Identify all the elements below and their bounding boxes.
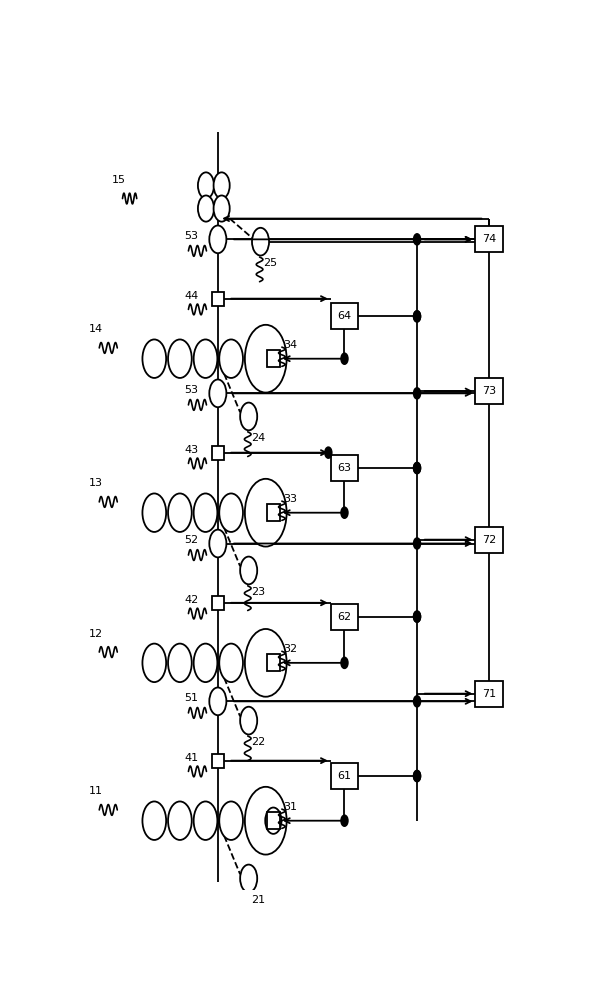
Bar (212, 596, 223, 610)
Circle shape (414, 771, 420, 781)
Text: 42: 42 (185, 595, 199, 605)
Circle shape (240, 557, 257, 584)
Bar (330, 455, 358, 481)
Circle shape (414, 388, 420, 399)
Circle shape (209, 530, 226, 557)
Text: 74: 74 (482, 234, 496, 244)
Circle shape (414, 463, 420, 473)
Bar (476, 527, 503, 553)
Circle shape (193, 493, 217, 532)
Text: 24: 24 (251, 433, 265, 443)
Text: 53: 53 (185, 231, 199, 241)
Circle shape (143, 801, 166, 840)
Circle shape (341, 507, 348, 518)
Text: 15: 15 (112, 175, 126, 185)
Circle shape (219, 339, 243, 378)
Text: 11: 11 (88, 786, 102, 796)
Circle shape (240, 403, 257, 430)
Circle shape (168, 339, 192, 378)
Text: 73: 73 (482, 386, 496, 396)
Circle shape (240, 707, 257, 734)
Circle shape (214, 172, 230, 199)
Circle shape (198, 195, 214, 222)
Circle shape (193, 801, 217, 840)
Text: 31: 31 (283, 802, 297, 812)
Circle shape (414, 463, 420, 473)
Circle shape (341, 353, 348, 364)
Bar (267, 812, 280, 829)
Text: 32: 32 (283, 644, 297, 654)
Circle shape (414, 771, 420, 781)
Circle shape (193, 339, 217, 378)
Bar (330, 763, 358, 789)
Circle shape (193, 644, 217, 682)
Circle shape (219, 644, 243, 682)
Circle shape (240, 865, 257, 892)
Circle shape (245, 787, 286, 855)
Bar (476, 378, 503, 404)
Circle shape (214, 195, 230, 222)
Text: 43: 43 (185, 445, 199, 455)
Text: 71: 71 (482, 689, 496, 699)
Text: 61: 61 (337, 771, 351, 781)
Text: 53: 53 (185, 385, 199, 395)
Text: 33: 33 (283, 494, 297, 504)
Circle shape (168, 644, 192, 682)
Circle shape (414, 696, 420, 707)
Circle shape (143, 339, 166, 378)
Text: 25: 25 (263, 258, 277, 268)
Circle shape (219, 801, 243, 840)
Text: 12: 12 (88, 629, 102, 639)
Text: 51: 51 (185, 693, 199, 703)
Circle shape (341, 657, 348, 668)
Bar (476, 681, 503, 707)
Circle shape (143, 493, 166, 532)
Circle shape (341, 815, 348, 826)
Bar (212, 754, 223, 768)
Text: 44: 44 (185, 291, 199, 301)
Text: 13: 13 (88, 478, 102, 488)
Text: 34: 34 (283, 340, 297, 350)
Circle shape (265, 808, 282, 834)
Circle shape (245, 479, 286, 547)
Circle shape (252, 228, 269, 256)
Text: 72: 72 (482, 535, 496, 545)
Circle shape (219, 493, 243, 532)
Text: 62: 62 (337, 612, 351, 622)
Bar (212, 446, 223, 460)
Circle shape (414, 311, 420, 322)
Circle shape (168, 493, 192, 532)
Text: 63: 63 (337, 463, 351, 473)
Bar (476, 226, 503, 252)
Circle shape (143, 644, 166, 682)
Circle shape (414, 611, 420, 622)
Bar (267, 504, 280, 521)
Text: 21: 21 (251, 895, 265, 905)
Circle shape (414, 311, 420, 322)
Text: 23: 23 (251, 587, 265, 597)
Text: 22: 22 (251, 737, 265, 747)
Bar (212, 292, 223, 306)
Circle shape (414, 538, 420, 549)
Circle shape (325, 447, 332, 458)
Circle shape (414, 611, 420, 622)
Circle shape (198, 172, 214, 199)
Circle shape (209, 687, 226, 715)
Bar (267, 654, 280, 671)
Text: 41: 41 (185, 753, 199, 763)
Bar (330, 303, 358, 329)
Circle shape (168, 801, 192, 840)
Bar (267, 350, 280, 367)
Circle shape (414, 234, 420, 245)
Circle shape (209, 225, 226, 253)
Text: 52: 52 (185, 535, 199, 545)
Text: 64: 64 (337, 311, 351, 321)
Circle shape (245, 629, 286, 697)
Bar (330, 604, 358, 630)
Text: 14: 14 (88, 324, 102, 334)
Circle shape (209, 379, 226, 407)
Circle shape (245, 325, 286, 393)
